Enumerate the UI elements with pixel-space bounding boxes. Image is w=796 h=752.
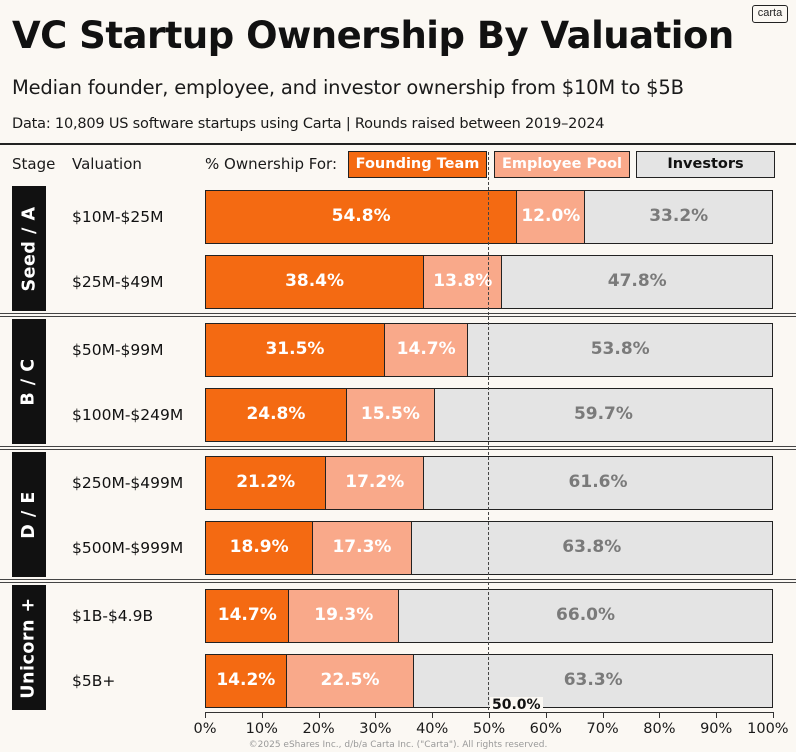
chart-subtitle: Median founder, employee, and investor o… [12, 76, 684, 99]
bar-segment-employee-pool: 13.8% [423, 255, 502, 309]
bar-row: 54.8% 12.0% 33.2% [205, 190, 773, 244]
valuation-label: $10M-$25M [72, 208, 164, 226]
legend-employee-pool: Employee Pool [494, 151, 630, 178]
stage-label: D / E [19, 490, 39, 539]
group-divider [0, 582, 796, 583]
bar-segment-founding-team: 31.5% [205, 323, 384, 377]
ownership-column-header: % Ownership For: [205, 155, 338, 173]
bar-segment-founding-team: 18.9% [205, 521, 313, 575]
chart-title: VC Startup Ownership By Valuation [12, 14, 734, 57]
x-tick-label: 10% [245, 721, 278, 737]
bar-row: 14.7% 19.3% 66.0% [205, 589, 773, 643]
x-tick-label: 50% [472, 721, 506, 737]
x-tick-label: 60% [529, 721, 562, 737]
group-divider [0, 449, 796, 450]
valuation-label: $100M-$249M [72, 406, 184, 424]
bar-segment-investors: 53.8% [467, 323, 773, 377]
bar-segment-investors: 66.0% [398, 589, 773, 643]
x-tick-label: 80% [643, 721, 676, 737]
bar-segment-investors: 33.2% [584, 190, 773, 244]
carta-logo: carta [752, 5, 788, 23]
stage-label: Seed / A [19, 206, 39, 291]
legend-founding-team: Founding Team [348, 151, 487, 178]
data-source-note: Data: 10,809 US software startups using … [12, 116, 605, 132]
x-tick-mark [602, 712, 604, 718]
valuation-label: $5B+ [72, 672, 116, 690]
x-tick-label: 40% [416, 721, 449, 737]
x-tick-mark [318, 712, 320, 718]
stage-label-box: Unicorn + [12, 585, 46, 710]
group-divider [0, 316, 796, 317]
stage-label-box: D / E [12, 452, 46, 577]
x-tick-label: 100% [747, 721, 789, 737]
x-tick-label: 90% [700, 721, 733, 737]
stage-column-header: Stage [12, 155, 56, 173]
valuation-column-header: Valuation [72, 155, 142, 173]
valuation-label: $25M-$49M [72, 273, 164, 291]
bar-segment-employee-pool: 17.3% [312, 521, 411, 575]
x-tick-mark [261, 712, 263, 718]
bar-segment-employee-pool: 15.5% [345, 388, 434, 442]
bar-segment-employee-pool: 14.7% [383, 323, 468, 377]
bar-segment-investors: 63.8% [410, 521, 773, 575]
stage-label-box: Seed / A [12, 186, 46, 311]
x-tick-mark [773, 712, 774, 718]
bar-segment-founding-team: 21.2% [205, 456, 326, 510]
bar-row: 14.2% 22.5% 63.3% [205, 654, 773, 708]
x-tick-mark [659, 712, 661, 718]
x-tick-label: 70% [586, 721, 619, 737]
bar-segment-founding-team: 24.8% [205, 388, 346, 442]
x-tick-mark [489, 712, 490, 718]
valuation-label: $250M-$499M [72, 474, 184, 492]
bar-segment-investors: 61.6% [423, 456, 773, 510]
bar-row: 24.8% 15.5% 59.7% [205, 388, 773, 442]
group-divider [0, 313, 796, 314]
bar-segment-investors: 47.8% [501, 255, 773, 309]
stage-label-box: B / C [12, 319, 46, 444]
legend-investors: Investors [636, 151, 775, 178]
fifty-percent-reference-line [488, 152, 489, 710]
copyright-note: ©2025 eShares Inc., d/b/a Carta Inc. ("C… [248, 740, 548, 750]
x-tick-label: 20% [302, 721, 335, 737]
bar-segment-employee-pool: 17.2% [325, 456, 424, 510]
bar-segment-founding-team: 54.8% [205, 190, 517, 244]
bar-segment-founding-team: 14.7% [205, 589, 289, 643]
x-tick-mark [205, 712, 206, 718]
bar-segment-employee-pool: 12.0% [516, 190, 585, 244]
header-divider [0, 143, 796, 145]
stage-label: B / C [19, 357, 40, 406]
bar-segment-investors: 63.3% [413, 654, 773, 708]
valuation-label: $500M-$999M [72, 539, 184, 557]
x-tick-label: 30% [359, 721, 392, 737]
bar-segment-investors: 59.7% [433, 388, 773, 442]
bar-segment-founding-team: 14.2% [205, 654, 286, 708]
x-tick-label: 0% [193, 721, 217, 737]
stage-label: Unicorn + [19, 596, 40, 699]
x-tick-mark [375, 712, 377, 718]
x-tick-mark [432, 712, 434, 718]
bar-segment-employee-pool: 19.3% [288, 589, 399, 643]
fifty-percent-reference-label: 50.0% [490, 697, 543, 713]
bar-row: 38.4% 13.8% 47.8% [205, 255, 773, 309]
bar-row: 18.9% 17.3% 63.8% [205, 521, 773, 575]
bar-segment-employee-pool: 22.5% [285, 654, 414, 708]
group-divider [0, 446, 796, 447]
valuation-label: $50M-$99M [72, 341, 164, 359]
group-divider [0, 579, 796, 580]
bar-segment-founding-team: 38.4% [205, 255, 424, 309]
bar-row: 21.2% 17.2% 61.6% [205, 456, 773, 510]
bar-row: 31.5% 14.7% 53.8% [205, 323, 773, 377]
x-tick-mark [545, 712, 547, 718]
valuation-label: $1B-$4.9B [72, 607, 154, 625]
x-tick-mark [716, 712, 718, 718]
